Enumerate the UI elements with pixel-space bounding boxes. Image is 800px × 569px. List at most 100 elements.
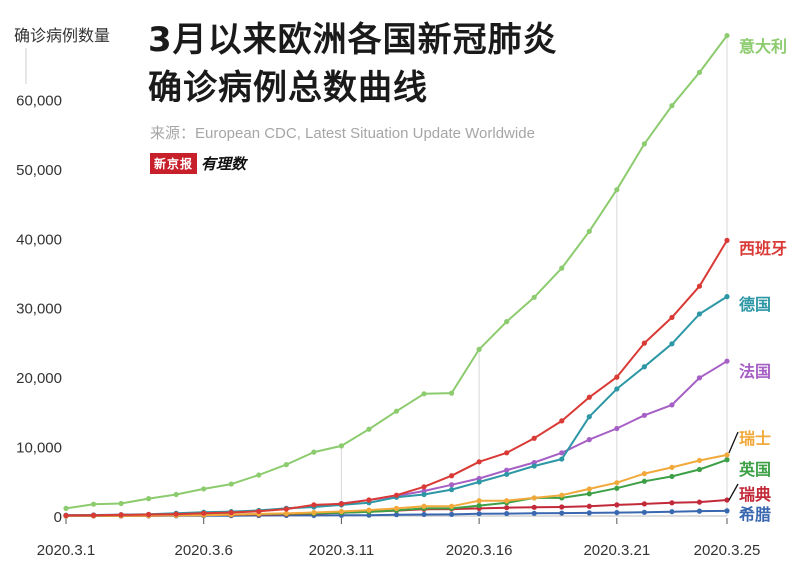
data-point (476, 346, 482, 352)
data-point (669, 464, 675, 470)
x-tick-label: 2020.3.16 (446, 542, 513, 559)
data-point (311, 449, 317, 455)
series-label: 英国 (738, 460, 771, 479)
data-point (283, 506, 289, 512)
series-label: 西班牙 (739, 239, 787, 258)
data-point (669, 500, 675, 506)
data-point (63, 512, 69, 519)
data-point (256, 472, 262, 478)
data-point (448, 390, 455, 396)
data-point (696, 499, 703, 505)
data-point (724, 508, 730, 514)
data-point (366, 507, 372, 513)
data-point (476, 498, 482, 504)
x-tick-label: 2020.3.21 (583, 542, 650, 559)
data-point (531, 504, 537, 510)
y-tick-label: 0 (54, 509, 62, 526)
data-point (586, 491, 592, 497)
data-point (476, 459, 482, 465)
data-point (311, 502, 317, 508)
data-point (669, 314, 675, 321)
data-point (696, 466, 703, 473)
data-point (531, 294, 537, 300)
data-point (614, 485, 620, 491)
data-point (366, 497, 372, 503)
data-point (669, 402, 675, 408)
data-point (476, 511, 482, 517)
data-point (559, 265, 565, 271)
data-point (448, 473, 455, 479)
data-point (559, 456, 565, 462)
data-point (669, 473, 675, 480)
data-point (504, 467, 510, 473)
data-point (504, 450, 510, 456)
y-tick-label: 20,000 (16, 370, 62, 387)
data-point (504, 319, 510, 325)
data-point (696, 375, 703, 381)
data-point (421, 391, 427, 397)
data-point (641, 141, 647, 147)
data-point (586, 503, 592, 509)
source-note: 来源：European CDC, Latest Situation Update… (150, 125, 535, 142)
data-point (586, 437, 592, 443)
x-tick-label: 2020.3.25 (694, 542, 761, 559)
data-point (614, 480, 620, 486)
data-point (696, 508, 703, 514)
data-point (724, 237, 730, 243)
series-label: 法国 (739, 362, 771, 381)
logo-hand-text: 有理数 (201, 154, 247, 173)
data-point (448, 503, 455, 509)
data-point (586, 510, 592, 516)
data-point (559, 418, 565, 424)
data-point (393, 492, 400, 498)
data-point (63, 505, 69, 511)
data-point (393, 505, 400, 511)
data-point (393, 408, 400, 414)
data-point (641, 478, 647, 484)
y-tick-label: 40,000 (16, 231, 62, 248)
data-point (146, 511, 152, 518)
data-point (586, 414, 592, 420)
data-point (641, 501, 647, 507)
data-point (146, 496, 152, 502)
data-point (696, 457, 703, 464)
data-point (338, 501, 345, 507)
data-point (696, 311, 703, 317)
data-point (283, 462, 289, 468)
data-point (421, 491, 427, 498)
data-point (559, 450, 565, 456)
y-tick-label: 10,000 (16, 440, 62, 457)
data-point (531, 495, 537, 501)
data-point (504, 505, 510, 511)
data-point (201, 486, 207, 492)
series-label: 希腊 (739, 505, 771, 524)
data-point (614, 502, 620, 508)
data-point (90, 501, 97, 507)
data-point (641, 364, 647, 370)
series-lines (63, 32, 730, 519)
publisher-logo: 新京报 有理数 (150, 152, 247, 174)
data-point (614, 425, 620, 432)
series-line (65, 239, 728, 517)
data-point (559, 492, 565, 498)
y-tick-label: 50,000 (16, 162, 62, 179)
data-point (311, 509, 317, 516)
data-point (448, 487, 455, 493)
data-point (614, 386, 620, 392)
x-tick-labels: 2020.3.1 2020.3.6 2020.3.11 2020.3.16 2020.3… (37, 518, 761, 559)
data-point (338, 443, 345, 449)
data-point (696, 283, 703, 289)
series-line (65, 360, 728, 517)
data-point (90, 512, 97, 518)
data-point (531, 463, 537, 469)
data-point (724, 294, 730, 300)
data-point (118, 512, 124, 518)
data-point (448, 511, 455, 518)
chart-title-line1: 3月以来欧洲各国新冠肺炎 (148, 20, 558, 60)
data-point (669, 103, 675, 109)
data-point (338, 508, 345, 515)
data-point (476, 479, 482, 485)
data-point (724, 358, 730, 364)
